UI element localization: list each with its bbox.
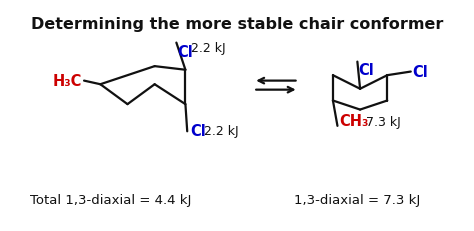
Text: Cl: Cl	[358, 62, 374, 77]
Text: Cl: Cl	[412, 65, 428, 80]
Text: Total 1,3-diaxial = 4.4 kJ: Total 1,3-diaxial = 4.4 kJ	[30, 194, 191, 207]
Text: 2.2 kJ: 2.2 kJ	[191, 42, 226, 55]
Text: 1,3-diaxial = 7.3 kJ: 1,3-diaxial = 7.3 kJ	[294, 194, 420, 207]
Text: 2.2 kJ: 2.2 kJ	[203, 124, 238, 137]
Text: 7.3 kJ: 7.3 kJ	[366, 115, 401, 128]
Text: Determining the more stable chair conformer: Determining the more stable chair confor…	[31, 17, 443, 32]
Text: CH₃: CH₃	[339, 113, 369, 128]
Text: H₃C: H₃C	[53, 74, 82, 89]
Text: Cl: Cl	[190, 123, 206, 138]
Text: Cl: Cl	[177, 44, 193, 59]
